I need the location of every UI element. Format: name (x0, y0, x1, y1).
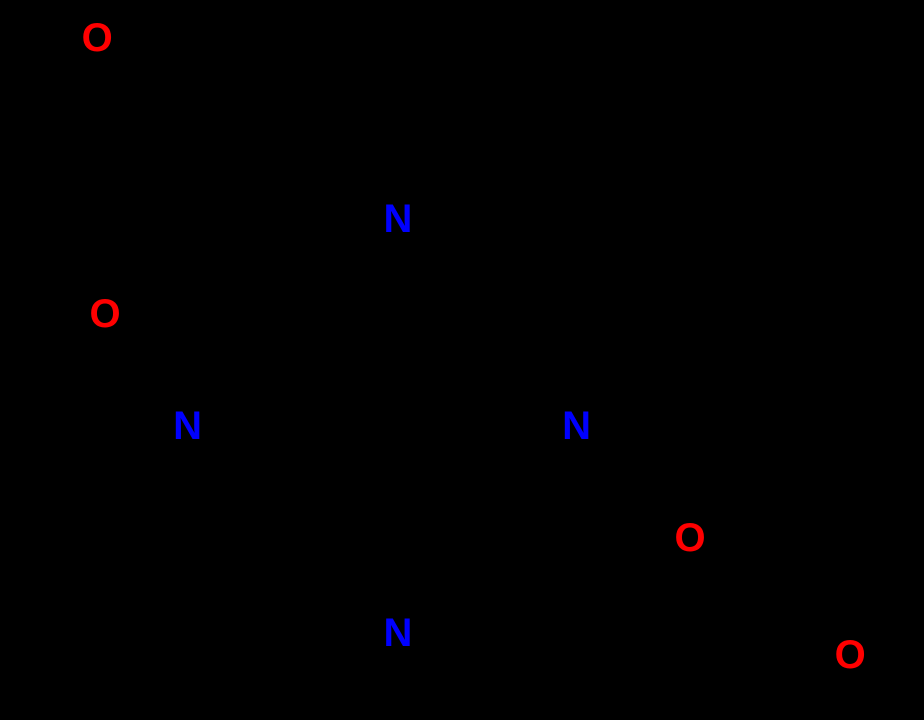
atom-N9: NH (384, 611, 413, 691)
svg-text:O: O (674, 516, 705, 560)
svg-text:O: O (89, 292, 120, 336)
atom-O5: O (89, 292, 120, 336)
atom-O13: O (674, 516, 705, 560)
atom-N1: NH (384, 161, 413, 241)
svg-text:NH: NH (384, 161, 413, 241)
svg-text:NH: NH (384, 611, 413, 691)
molecule-canvas: NHONHNHONHH2OH2O (0, 0, 924, 720)
